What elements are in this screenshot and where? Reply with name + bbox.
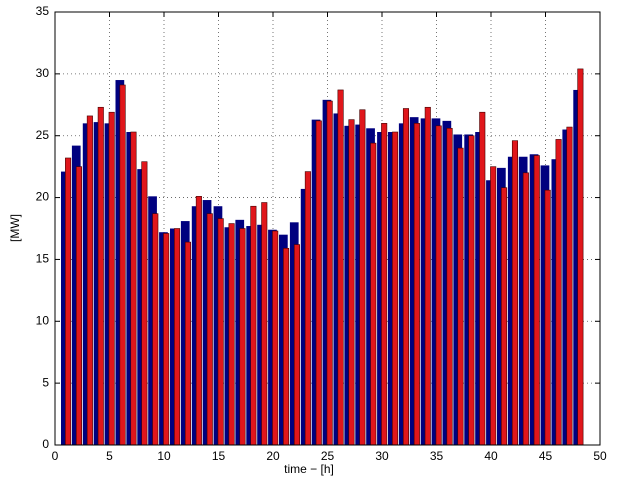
bar (163, 233, 170, 446)
bar (413, 123, 420, 446)
bar (424, 106, 431, 446)
bar (381, 123, 388, 446)
bar (152, 213, 159, 446)
bar (261, 202, 268, 446)
bar (566, 126, 573, 446)
y-tick-label: 10 (36, 313, 50, 327)
bar (326, 100, 333, 446)
bar (195, 196, 202, 446)
bar (283, 247, 290, 446)
bar (174, 228, 181, 446)
bar (577, 68, 584, 446)
x-tick-label: 50 (593, 449, 607, 463)
y-tick-label: 0 (42, 437, 49, 451)
bar (119, 84, 126, 446)
bar (522, 172, 529, 446)
x-tick-label: 40 (484, 449, 498, 463)
bar (217, 218, 224, 446)
plot-frame (54, 11, 601, 446)
bar (250, 205, 257, 446)
y-tick-label: 25 (36, 128, 50, 142)
bar (402, 108, 410, 446)
bar (435, 125, 442, 446)
y-tick-label: 5 (42, 375, 49, 389)
x-tick-label: 15 (212, 449, 226, 463)
bar (370, 142, 377, 446)
x-tick-label: 30 (375, 449, 389, 463)
bar (304, 171, 311, 446)
y-axis-label: [MW] (8, 214, 22, 242)
bar (392, 131, 399, 446)
bar (490, 166, 497, 446)
bar (130, 131, 137, 446)
x-tick-label: 20 (266, 449, 280, 463)
bar (272, 230, 279, 446)
y-tick-label: 15 (36, 252, 50, 266)
x-tick-label: 10 (157, 449, 171, 463)
x-axis-label: time − [h] (284, 462, 334, 476)
bar (446, 127, 453, 446)
bar (239, 228, 246, 446)
bar (479, 111, 486, 446)
y-tick-label: 20 (36, 190, 50, 204)
bar (544, 189, 551, 446)
x-tick-label: 5 (106, 449, 113, 463)
bar (555, 139, 562, 446)
bar (359, 109, 366, 446)
bar (228, 223, 235, 446)
y-tick-label: 35 (36, 4, 50, 18)
bar (293, 244, 301, 446)
bar (315, 120, 322, 446)
bar (141, 161, 148, 446)
bar (97, 106, 104, 446)
bar (108, 111, 115, 446)
bar (337, 89, 344, 446)
bar (184, 241, 192, 446)
y-tick-label: 30 (36, 66, 50, 80)
x-tick-label: 45 (539, 449, 553, 463)
bar (533, 155, 540, 446)
bar (86, 115, 93, 446)
bar (348, 119, 355, 446)
bar (457, 147, 464, 446)
bar (468, 135, 475, 446)
x-tick-label: 25 (321, 449, 335, 463)
bar (65, 157, 72, 446)
bar (75, 166, 83, 446)
x-tick-label: 0 (52, 449, 59, 463)
x-tick-label: 35 (430, 449, 444, 463)
bar (511, 140, 519, 446)
bar (501, 187, 508, 446)
bar (206, 213, 213, 446)
